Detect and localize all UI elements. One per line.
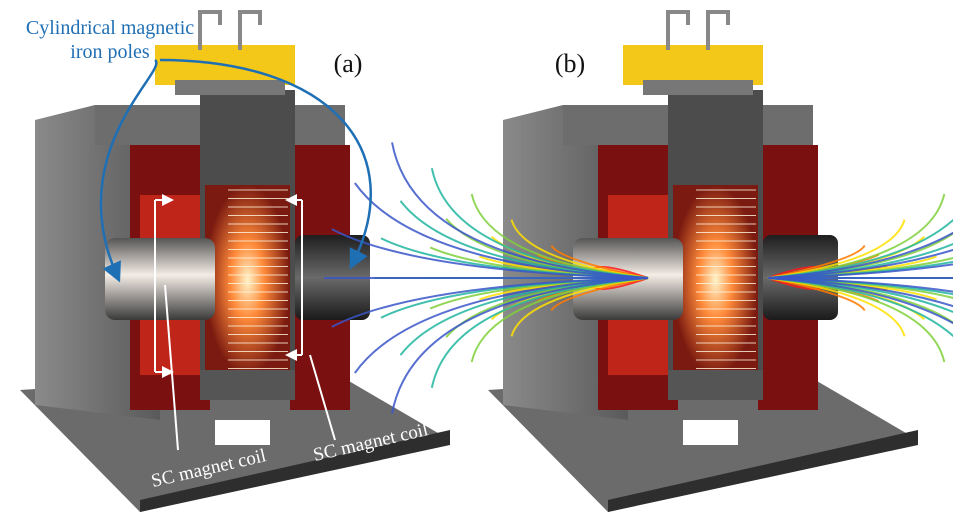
top-frame	[643, 80, 753, 95]
top-handle	[708, 12, 728, 50]
pole-label: Cylindrical magnetic	[26, 17, 194, 39]
yellow-plate	[623, 45, 763, 85]
top-handle	[240, 12, 260, 50]
center-glow	[205, 185, 290, 375]
figure: Cylindrical magnetic iron poles (a) (b) …	[0, 0, 953, 512]
panel-label: (a)	[334, 49, 363, 78]
pole-label: iron poles	[70, 41, 150, 63]
center-glow	[673, 185, 758, 375]
bottom-frame	[668, 370, 763, 400]
panel-label: (b)	[555, 49, 585, 78]
cutout	[215, 420, 270, 445]
cutout	[683, 420, 738, 445]
top-handle	[668, 12, 688, 50]
bottom-frame	[200, 370, 295, 400]
top-frame	[175, 80, 285, 95]
pole-left	[105, 238, 215, 320]
top-handle	[200, 12, 220, 50]
